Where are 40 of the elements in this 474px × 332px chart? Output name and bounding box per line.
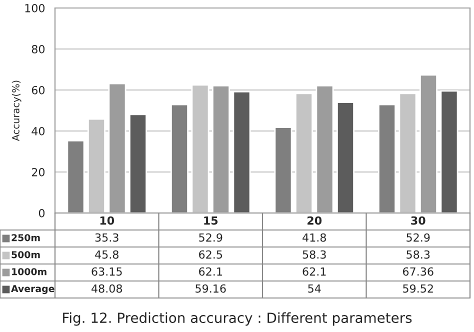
y-axis-title: Accuracy(%) — [12, 80, 22, 142]
y-tick-label: 80 — [32, 44, 45, 54]
bar — [129, 114, 147, 213]
bar — [336, 102, 354, 213]
bar — [420, 74, 438, 213]
data-label: 52.9 — [406, 233, 430, 242]
x-tick-label: 15 — [204, 216, 218, 225]
data-label: 62.1 — [199, 267, 222, 276]
x-tick-label: 30 — [411, 216, 426, 225]
data-label: 48.08 — [92, 284, 122, 293]
data-label: 54 — [308, 284, 321, 293]
data-label: 63.15 — [92, 267, 122, 276]
bar — [440, 90, 458, 213]
y-tick-label: 40 — [32, 126, 45, 136]
x-tick-label: 10 — [100, 216, 114, 225]
data-label: 45.8 — [95, 250, 118, 259]
y-tick-label: 20 — [32, 168, 45, 176]
data-label: 59.52 — [403, 284, 433, 293]
bar — [212, 85, 230, 213]
x-tick-label: 20 — [308, 216, 322, 225]
data-label: 62.1 — [302, 267, 326, 276]
data-label: 67.36 — [402, 267, 434, 276]
y-tick-label: 60 — [32, 86, 45, 94]
data-label: 35.3 — [95, 233, 118, 242]
data-label: 62.5 — [199, 250, 222, 259]
data-label: 52.9 — [199, 233, 222, 242]
bar — [232, 91, 251, 213]
legend-label: 1000m — [12, 268, 46, 276]
data-label: 59.16 — [196, 284, 226, 293]
data-label: 58.3 — [302, 250, 326, 259]
data-label: 41.8 — [302, 233, 326, 242]
data-label: 58.3 — [406, 250, 430, 259]
bar — [316, 85, 334, 213]
y-tick-label: 0 — [38, 208, 45, 218]
y-tick-label: 100 — [25, 4, 45, 12]
bar — [108, 82, 126, 213]
caption: Fig. 12. Prediction accuracy : Different parameters — [63, 312, 412, 326]
legend-label: 500m — [12, 251, 40, 258]
legend-label: 250m — [12, 234, 40, 242]
legend-label: Average — [11, 285, 54, 294]
